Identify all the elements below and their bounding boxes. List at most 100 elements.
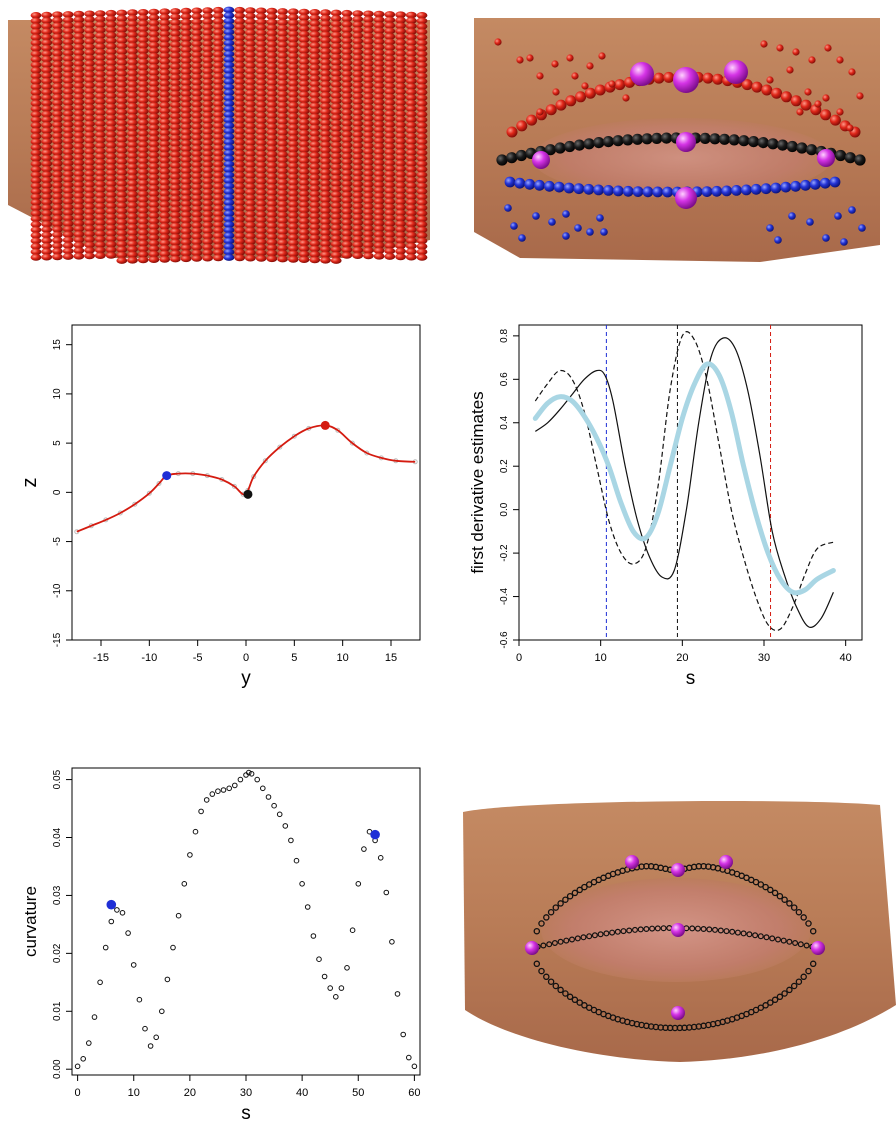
outline-point (781, 896, 788, 903)
mesh-sphere (202, 29, 214, 36)
mesh-sphere (373, 192, 385, 200)
mesh-sphere (73, 192, 85, 200)
mesh-sphere (41, 39, 53, 46)
x-tick-label: 0 (243, 652, 249, 664)
mesh-sphere (202, 183, 214, 191)
profile-point (251, 474, 257, 480)
mesh-sphere (416, 28, 428, 36)
mesh-sphere (191, 249, 203, 257)
mesh-sphere (41, 77, 53, 85)
outline-point (552, 982, 560, 990)
mesh-sphere (395, 49, 406, 57)
midline-lip-sphere (738, 135, 750, 147)
plot-frame (518, 324, 863, 641)
curvature-point (192, 828, 199, 835)
x-tick-label: 0 (75, 1087, 81, 1099)
midline-point (654, 925, 661, 932)
mesh-sphere (116, 174, 128, 182)
mesh-sphere (159, 57, 171, 65)
mesh-sphere (30, 67, 42, 74)
mesh-sphere (105, 174, 117, 182)
mesh-sphere (320, 251, 331, 259)
mesh-sphere (395, 247, 406, 255)
mesh-sphere (373, 225, 385, 233)
mesh-sphere (405, 242, 417, 250)
mesh-sphere (94, 59, 106, 67)
mesh-sphere (148, 63, 160, 71)
mesh-sphere (180, 106, 192, 114)
red-point (776, 44, 784, 52)
mesh-sphere (170, 151, 181, 158)
mesh-sphere (255, 244, 267, 251)
mesh-sphere (277, 8, 288, 15)
mesh-sphere (320, 25, 331, 33)
mesh-sphere (127, 64, 138, 72)
mesh-sphere (277, 46, 288, 54)
mesh-sphere (405, 77, 417, 85)
mesh-sphere (148, 118, 160, 126)
mesh-sphere (116, 97, 128, 105)
lip-curves-image (474, 18, 880, 262)
mesh-sphere (363, 153, 374, 161)
mesh-sphere (245, 89, 256, 97)
mesh-sphere (298, 69, 310, 76)
mesh-sphere (277, 173, 288, 180)
mesh-sphere (62, 187, 74, 194)
mesh-sphere (320, 36, 331, 44)
mesh-sphere (127, 58, 138, 66)
mesh-sphere (94, 241, 106, 249)
mesh-sphere (73, 247, 85, 255)
mesh-sphere (245, 221, 256, 229)
mesh-sphere (191, 200, 203, 207)
plot-frame (71, 324, 421, 641)
mesh-sphere (105, 15, 117, 23)
mesh-sphere (277, 200, 288, 208)
mesh-sphere (202, 232, 214, 240)
mesh-sphere (212, 248, 224, 256)
mesh-sphere (341, 240, 353, 248)
mesh-sphere (73, 71, 85, 79)
mesh-sphere (266, 200, 278, 208)
mesh-sphere (266, 178, 278, 186)
mesh-sphere (384, 181, 396, 189)
mesh-sphere (373, 120, 385, 128)
mesh-sphere (341, 114, 353, 122)
lower-lip-sphere (809, 178, 821, 190)
mesh-sphere (266, 46, 278, 54)
mesh-sphere (255, 183, 267, 191)
x-tick-label: 40 (840, 652, 852, 664)
mesh-sphere (116, 108, 128, 116)
mesh-sphere (287, 134, 299, 142)
mesh-sphere (287, 206, 299, 214)
mesh-sphere (234, 6, 246, 14)
mesh-sphere (309, 108, 321, 115)
mesh-sphere (180, 172, 192, 180)
mesh-sphere (191, 62, 203, 70)
mesh-sphere (298, 14, 310, 21)
midline-sphere (223, 221, 235, 228)
mesh-sphere (137, 20, 149, 27)
mesh-sphere (116, 119, 128, 127)
mesh-sphere (363, 43, 374, 51)
mesh-sphere (202, 122, 214, 130)
mesh-sphere (52, 104, 63, 112)
mesh-sphere (202, 155, 214, 163)
mesh-sphere (202, 210, 214, 218)
mesh-sphere (234, 144, 246, 152)
mesh-sphere (73, 104, 85, 112)
curvature-point (316, 956, 322, 963)
derivative-line (532, 361, 836, 596)
mesh-sphere (41, 215, 53, 223)
mesh-sphere (245, 67, 256, 75)
mesh-sphere (309, 69, 321, 77)
lower-lip-sphere (524, 178, 536, 190)
mesh-sphere (287, 35, 299, 43)
midline-point (763, 934, 770, 941)
midline-lip-sphere (728, 134, 740, 146)
mesh-sphere (384, 198, 396, 205)
lower-lip-sphere (731, 185, 742, 196)
mesh-sphere (127, 212, 138, 220)
mesh-sphere (245, 62, 256, 69)
mesh-sphere (41, 237, 53, 245)
mesh-sphere (52, 55, 63, 63)
